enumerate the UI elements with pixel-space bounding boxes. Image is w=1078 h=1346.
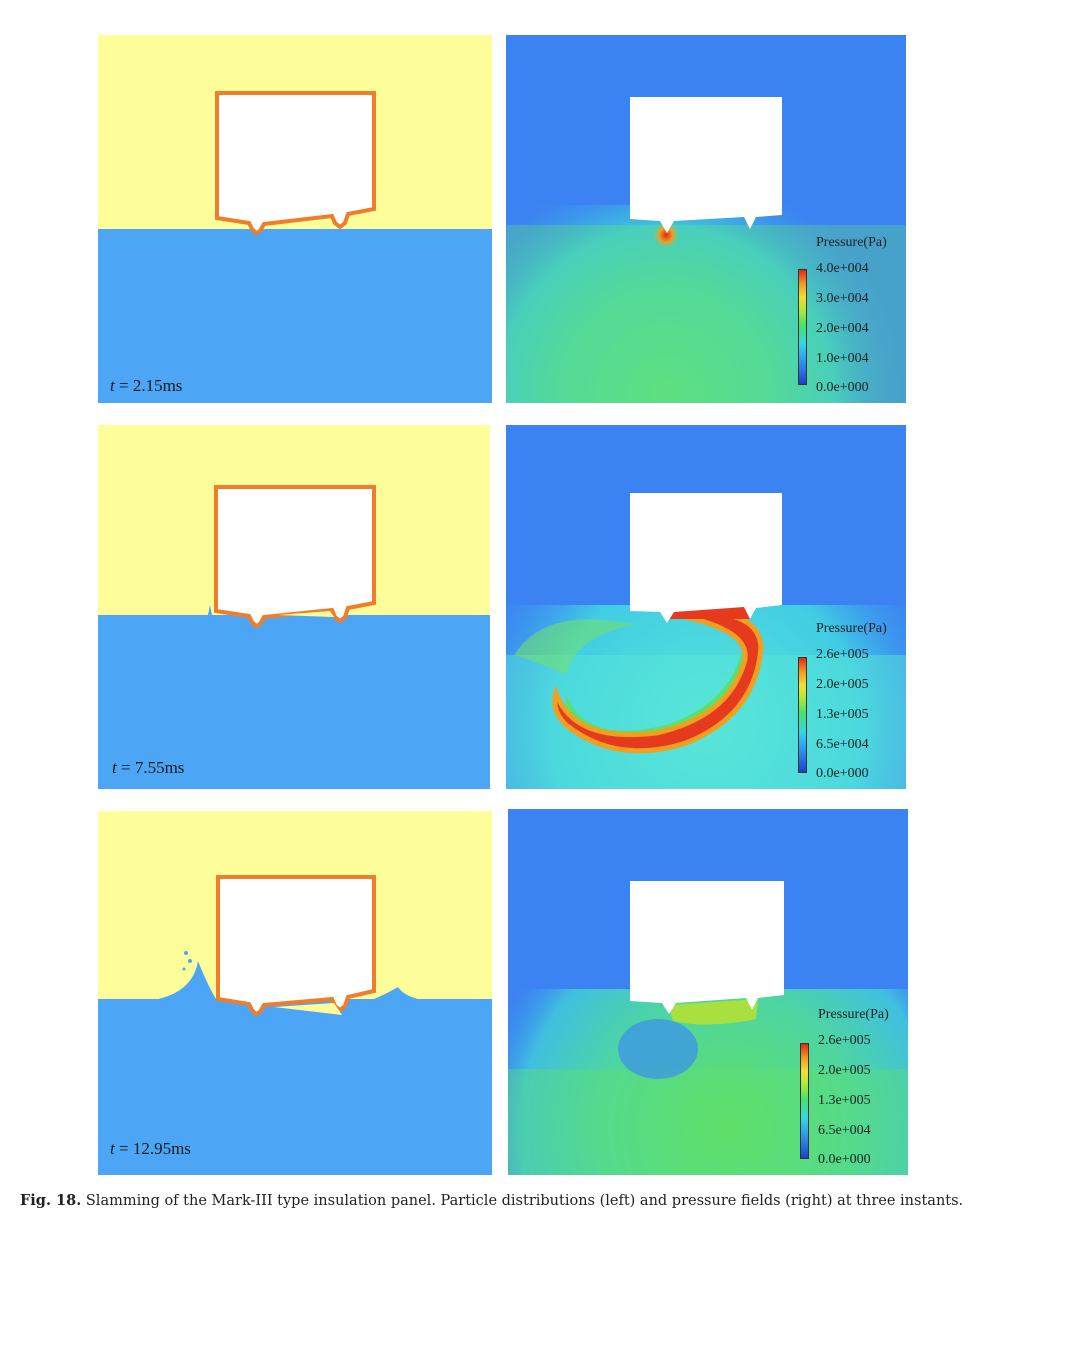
legend-tick: 2.0e+005 (816, 677, 869, 692)
figure-label: Fig. 18. (20, 1192, 82, 1209)
pressure-panel-2: Pressure(Pa) 2.6e+005 2.0e+005 1.3e+005 … (506, 425, 906, 789)
legend-tick: 2.6e+005 (816, 647, 869, 662)
time-label: t = 7.55ms (112, 758, 185, 777)
time-label: t = 2.15ms (110, 376, 183, 395)
legend-tick: 3.0e+004 (816, 291, 869, 306)
legend-colorbar (798, 269, 807, 385)
particle-panel-1: t = 2.15ms (98, 35, 492, 403)
figure-caption-text: Slamming of the Mark-III type insulation… (85, 1193, 964, 1209)
legend-tick: 1.3e+005 (818, 1093, 871, 1108)
legend-tick: 0.0e+000 (816, 380, 869, 395)
legend-tick: 1.3e+005 (816, 707, 869, 722)
legend-colorbar (798, 657, 807, 773)
legend-tick: 0.0e+000 (816, 766, 869, 781)
legend-tick: 0.0e+000 (818, 1152, 871, 1167)
time-label: t = 12.95ms (110, 1139, 191, 1158)
legend-title: Pressure(Pa) (816, 235, 887, 250)
legend-tick: 6.5e+004 (818, 1123, 871, 1138)
pressure-panel-3: Pressure(Pa) 2.6e+005 2.0e+005 1.3e+005 … (508, 809, 908, 1175)
legend-tick: 6.5e+004 (816, 737, 869, 752)
legend-title: Pressure(Pa) (818, 1007, 889, 1022)
pressure-legend-1: Pressure(Pa) 4.0e+004 3.0e+004 2.0e+004 … (796, 233, 906, 403)
legend-tick: 4.0e+004 (816, 261, 869, 276)
legend-tick: 2.0e+004 (816, 321, 869, 336)
pressure-legend-3: Pressure(Pa) 2.6e+005 2.0e+005 1.3e+005 … (798, 1007, 908, 1175)
legend-title: Pressure(Pa) (816, 621, 887, 636)
pressure-legend-2: Pressure(Pa) 2.6e+005 2.0e+005 1.3e+005 … (796, 621, 906, 789)
figure-caption: Fig. 18. Slamming of the Mark-III type i… (20, 1192, 1060, 1209)
legend-tick: 1.0e+004 (816, 351, 869, 366)
legend-colorbar (800, 1043, 809, 1159)
particle-panel-3: t = 12.95ms (98, 811, 492, 1175)
legend-tick: 2.6e+005 (818, 1033, 871, 1048)
pressure-panel-1: Pressure(Pa) 4.0e+004 3.0e+004 2.0e+004 … (506, 35, 906, 403)
legend-tick: 2.0e+005 (818, 1063, 871, 1078)
particle-panel-2: t = 7.55ms (98, 425, 490, 789)
